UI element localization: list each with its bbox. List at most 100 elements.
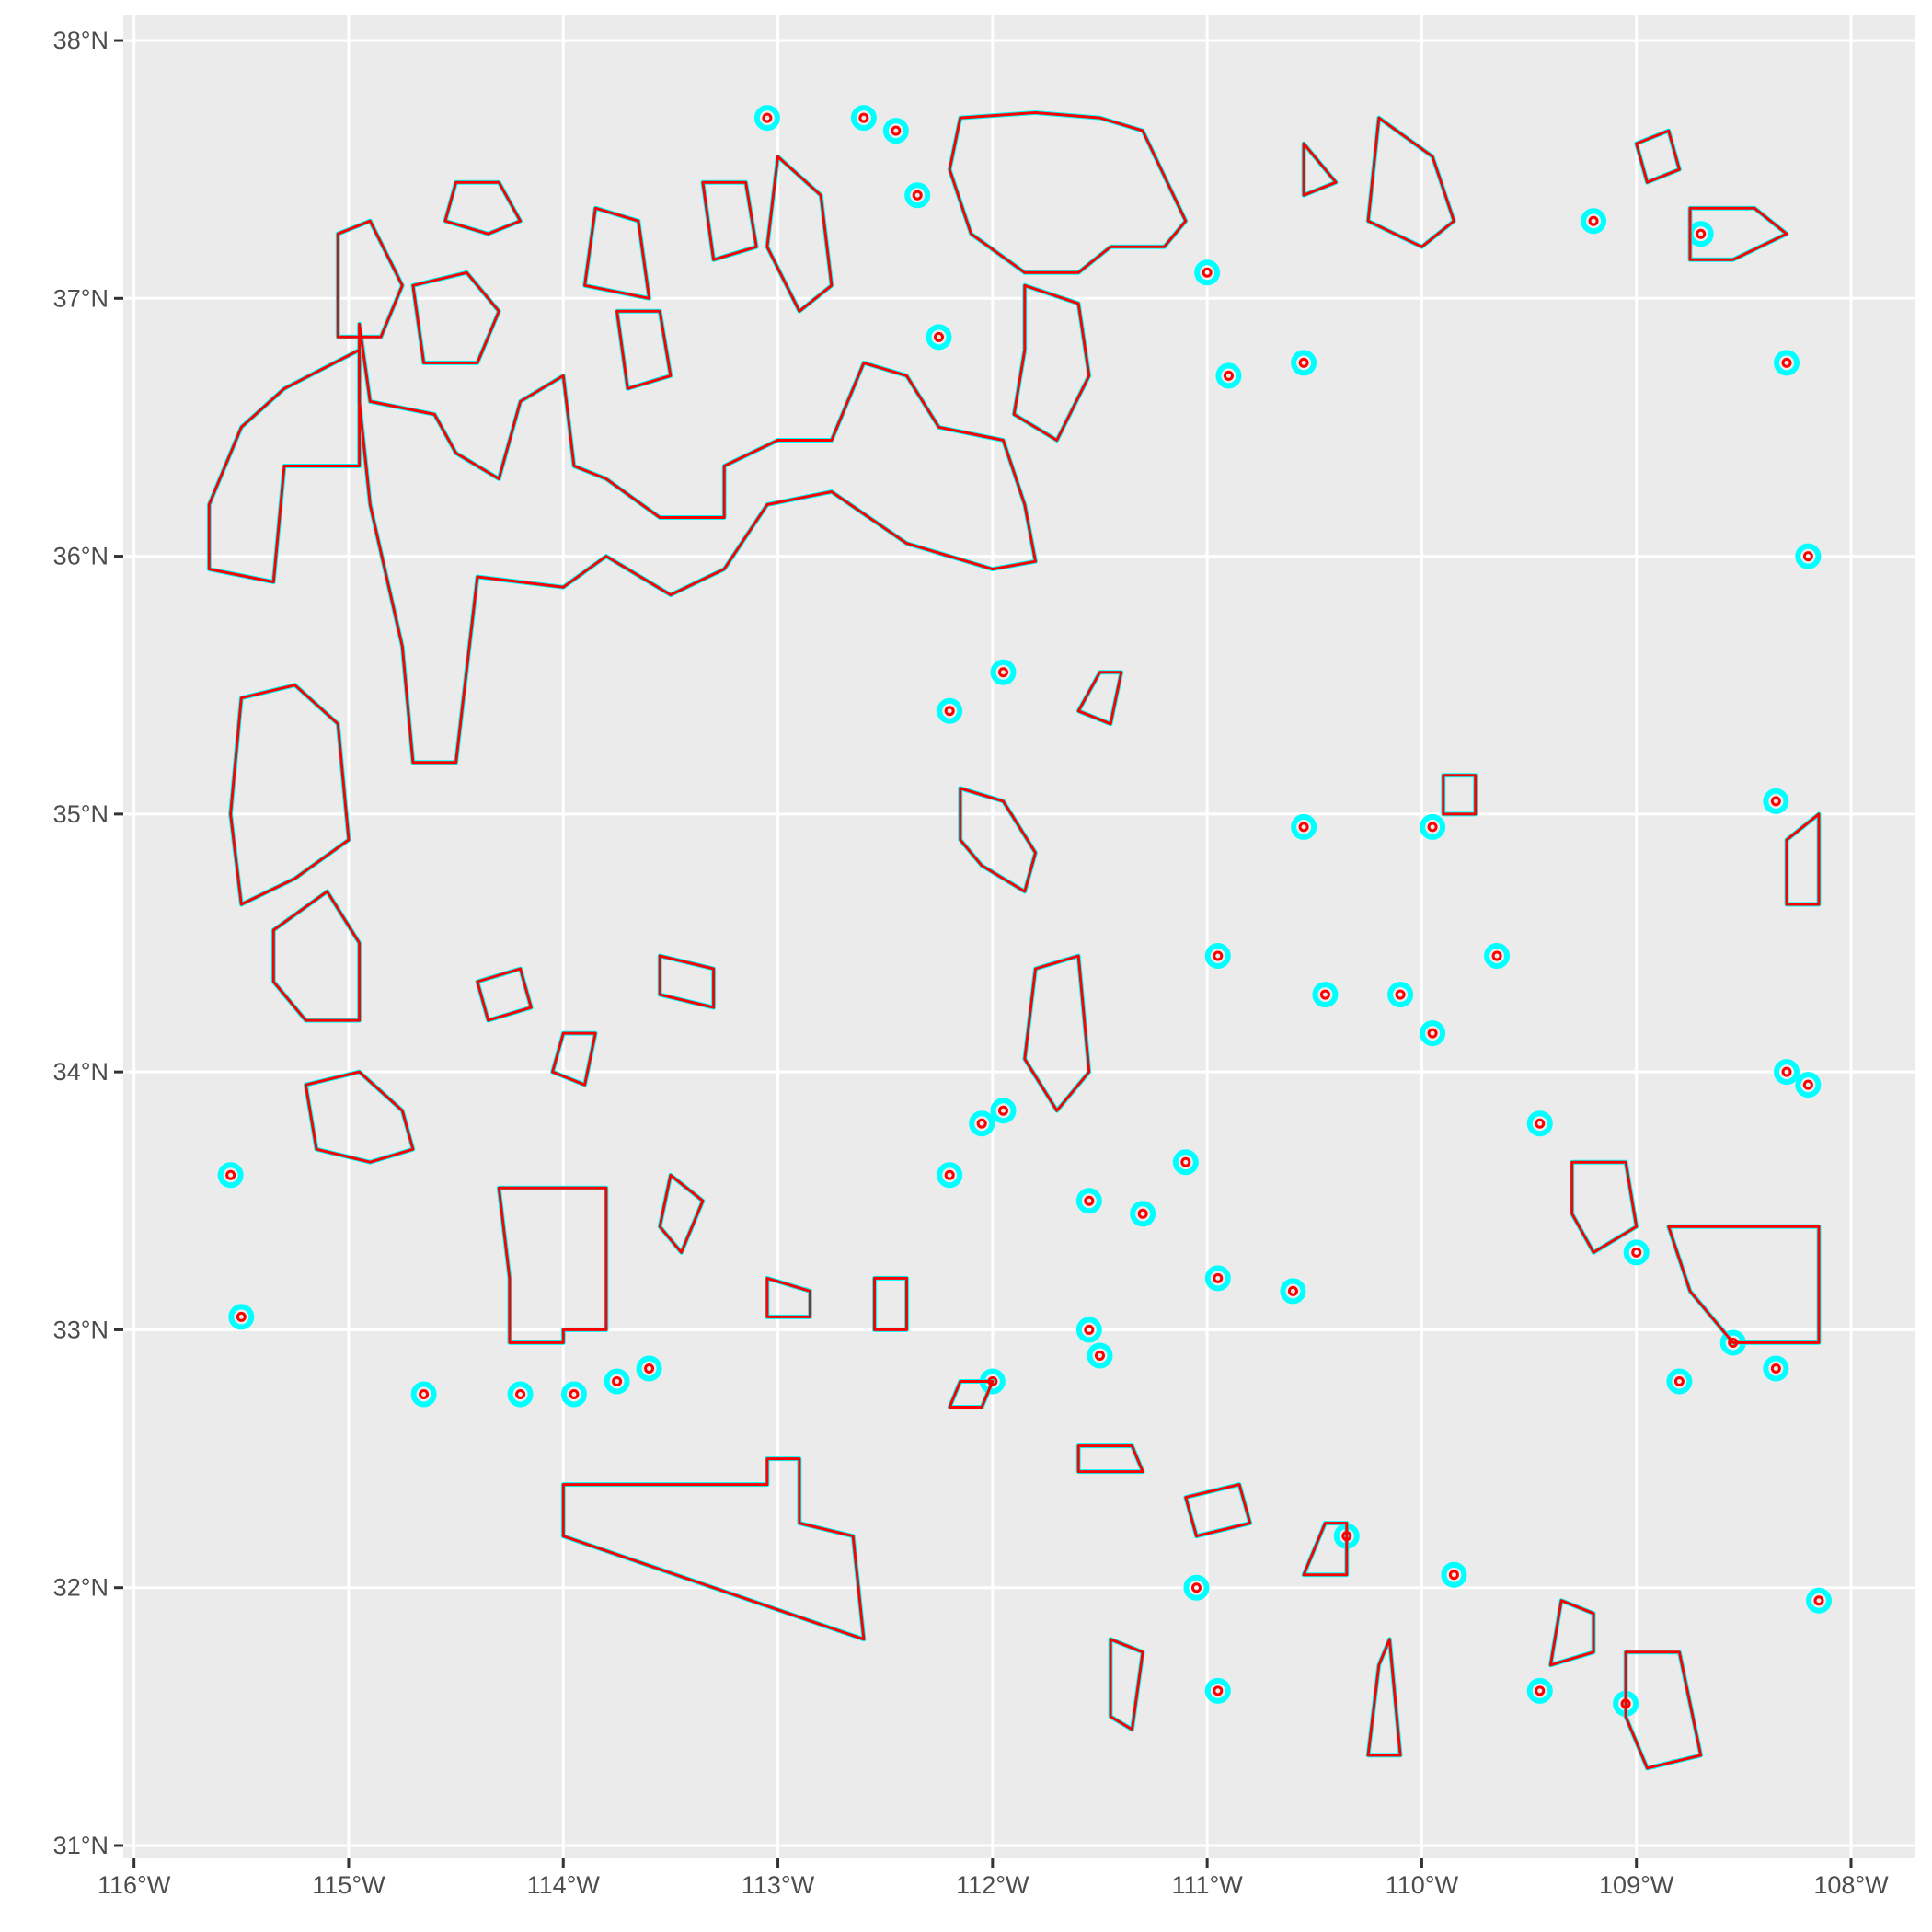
site-boundary (858, 112, 869, 123)
site-buffer (410, 1381, 437, 1408)
site-boundary (1781, 357, 1792, 368)
site-buffer (1795, 1072, 1822, 1098)
site-boundary (762, 112, 773, 123)
x-tick-label: 112°W (956, 1871, 1029, 1899)
site-boundary (1802, 551, 1813, 562)
boundary-outline (948, 1380, 995, 1409)
site-boundary (944, 706, 955, 717)
site-boundary (1588, 215, 1599, 226)
boundary-outline (948, 111, 1188, 274)
boundary-outline (358, 322, 1037, 765)
site-boundary (934, 331, 945, 342)
y-tick-label: 33°N (53, 1316, 109, 1343)
x-tick-label: 113°W (742, 1871, 815, 1899)
y-tick-label: 35°N (53, 800, 109, 828)
site-buffer (507, 1381, 534, 1408)
boundary-outline (551, 1031, 597, 1087)
boundary-outline (1667, 1225, 1821, 1344)
boundary-outline (1023, 954, 1091, 1112)
site-boundary (1813, 1595, 1824, 1606)
boundary-outline (873, 1276, 908, 1331)
site-boundary (944, 1169, 955, 1180)
site-buffer (1172, 1149, 1199, 1176)
site-boundary (1213, 1685, 1224, 1696)
y-axis: 31°N 32°N 33°N 34°N 35°N 36°N 37°N 38°N (53, 27, 123, 1859)
boundary-outline (1184, 1483, 1252, 1538)
x-tick-label: 116°W (98, 1871, 171, 1899)
site-boundary (1535, 1118, 1546, 1129)
site-buffer (1087, 1342, 1113, 1369)
site-buffer (228, 1304, 255, 1330)
site-buffer (1280, 1278, 1306, 1305)
site-buffer (1194, 259, 1221, 286)
site-boundary (1084, 1195, 1095, 1206)
site-boundary (644, 1363, 655, 1374)
site-boundary (912, 190, 923, 201)
site-boundary (1770, 1363, 1781, 1374)
site-boundary (569, 1388, 580, 1399)
boundary-outline (1366, 1638, 1402, 1757)
site-boundary (987, 1375, 998, 1386)
site-boundary (891, 125, 902, 136)
site-buffer (1204, 943, 1231, 970)
site-buffer (1130, 1201, 1156, 1227)
boundary-outline (411, 270, 500, 364)
site-boundary (515, 1388, 526, 1399)
site-boundary (612, 1375, 623, 1386)
boundary-outline (1366, 116, 1455, 248)
site-buffer (1795, 543, 1822, 569)
boundary-outline (701, 180, 758, 261)
site-boundary (419, 1388, 430, 1399)
gridlines-x (132, 15, 1853, 1858)
site-buffer (1075, 1317, 1102, 1343)
site-buffer (1526, 1677, 1553, 1704)
site-buffer (1420, 1020, 1446, 1047)
site-buffer (1387, 982, 1414, 1008)
boundary-outline (476, 967, 533, 1022)
site-boundary (1395, 989, 1406, 1000)
site-boundary (1298, 822, 1309, 833)
x-axis: 116°W 115°W 114°W 113°W 112°W 111°W 110°W 109°W… (98, 1858, 1889, 1899)
boundary-outline (1785, 812, 1821, 906)
x-tick-label: 108°W (1813, 1871, 1889, 1899)
boundary-outline (583, 206, 651, 300)
site-boundary (1190, 1582, 1202, 1593)
site-buffer (850, 105, 877, 132)
site-buffer (1581, 208, 1607, 235)
site-buffer (1291, 350, 1317, 376)
boundary-outline (207, 348, 362, 584)
gridlines-y (123, 39, 1915, 1847)
site-buffer (1484, 943, 1511, 970)
site-buffer (1763, 788, 1789, 814)
boundary-outline (271, 890, 362, 1022)
boundary-outline (1624, 1650, 1703, 1770)
site-boundary (1287, 1285, 1298, 1296)
boundary-outline (229, 684, 351, 906)
site-buffer (753, 105, 780, 132)
site-boundary (976, 1118, 987, 1129)
site-buffer (1774, 1059, 1800, 1086)
boundary-outline (336, 219, 404, 339)
site-boundary (1298, 357, 1309, 368)
site-buffer (904, 182, 931, 209)
site-buffer (1291, 813, 1317, 840)
site-boundary (1535, 1685, 1546, 1696)
x-tick-label: 109°W (1599, 1871, 1674, 1899)
site-boundary (998, 1105, 1009, 1116)
site-buffer (937, 697, 963, 724)
boundary-outline (658, 1173, 705, 1254)
x-tick-label: 115°W (312, 1871, 385, 1899)
boundary-outline (1109, 1638, 1144, 1731)
site-boundary (236, 1311, 247, 1322)
boundary-outline (1302, 1522, 1349, 1577)
site-buffer (1526, 1110, 1553, 1137)
site-buffer (1420, 813, 1446, 840)
site-boundary (1427, 822, 1438, 833)
boundary-outline (561, 1457, 866, 1641)
x-tick-label: 111°W (1171, 1871, 1243, 1899)
site-boundary (1341, 1531, 1352, 1542)
site-buffer (1774, 350, 1800, 376)
site-buffer (1312, 982, 1339, 1008)
boundary-outline (1570, 1160, 1639, 1254)
site-buffer (1806, 1587, 1833, 1614)
